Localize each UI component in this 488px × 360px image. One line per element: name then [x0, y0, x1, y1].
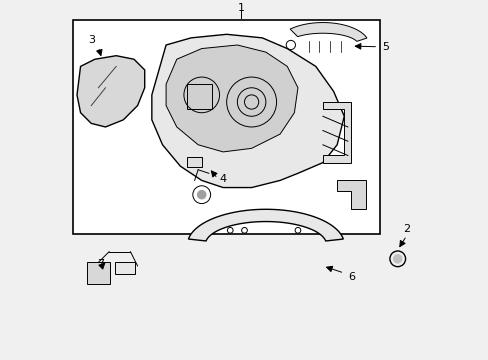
- Text: 5: 5: [381, 42, 388, 52]
- PathPatch shape: [77, 56, 144, 127]
- FancyBboxPatch shape: [73, 20, 379, 234]
- PathPatch shape: [166, 45, 297, 152]
- Circle shape: [197, 190, 205, 199]
- Text: 2: 2: [402, 224, 409, 234]
- PathPatch shape: [322, 102, 351, 163]
- FancyBboxPatch shape: [115, 262, 135, 274]
- FancyBboxPatch shape: [186, 157, 202, 167]
- PathPatch shape: [152, 34, 344, 188]
- Circle shape: [393, 255, 401, 263]
- PathPatch shape: [188, 209, 343, 241]
- FancyBboxPatch shape: [87, 262, 110, 284]
- Text: 3: 3: [87, 35, 95, 45]
- Text: 6: 6: [347, 272, 354, 282]
- Text: 1: 1: [237, 3, 244, 13]
- Text: 4: 4: [219, 174, 226, 184]
- PathPatch shape: [336, 180, 365, 209]
- Text: 7: 7: [97, 259, 103, 269]
- PathPatch shape: [289, 23, 366, 41]
